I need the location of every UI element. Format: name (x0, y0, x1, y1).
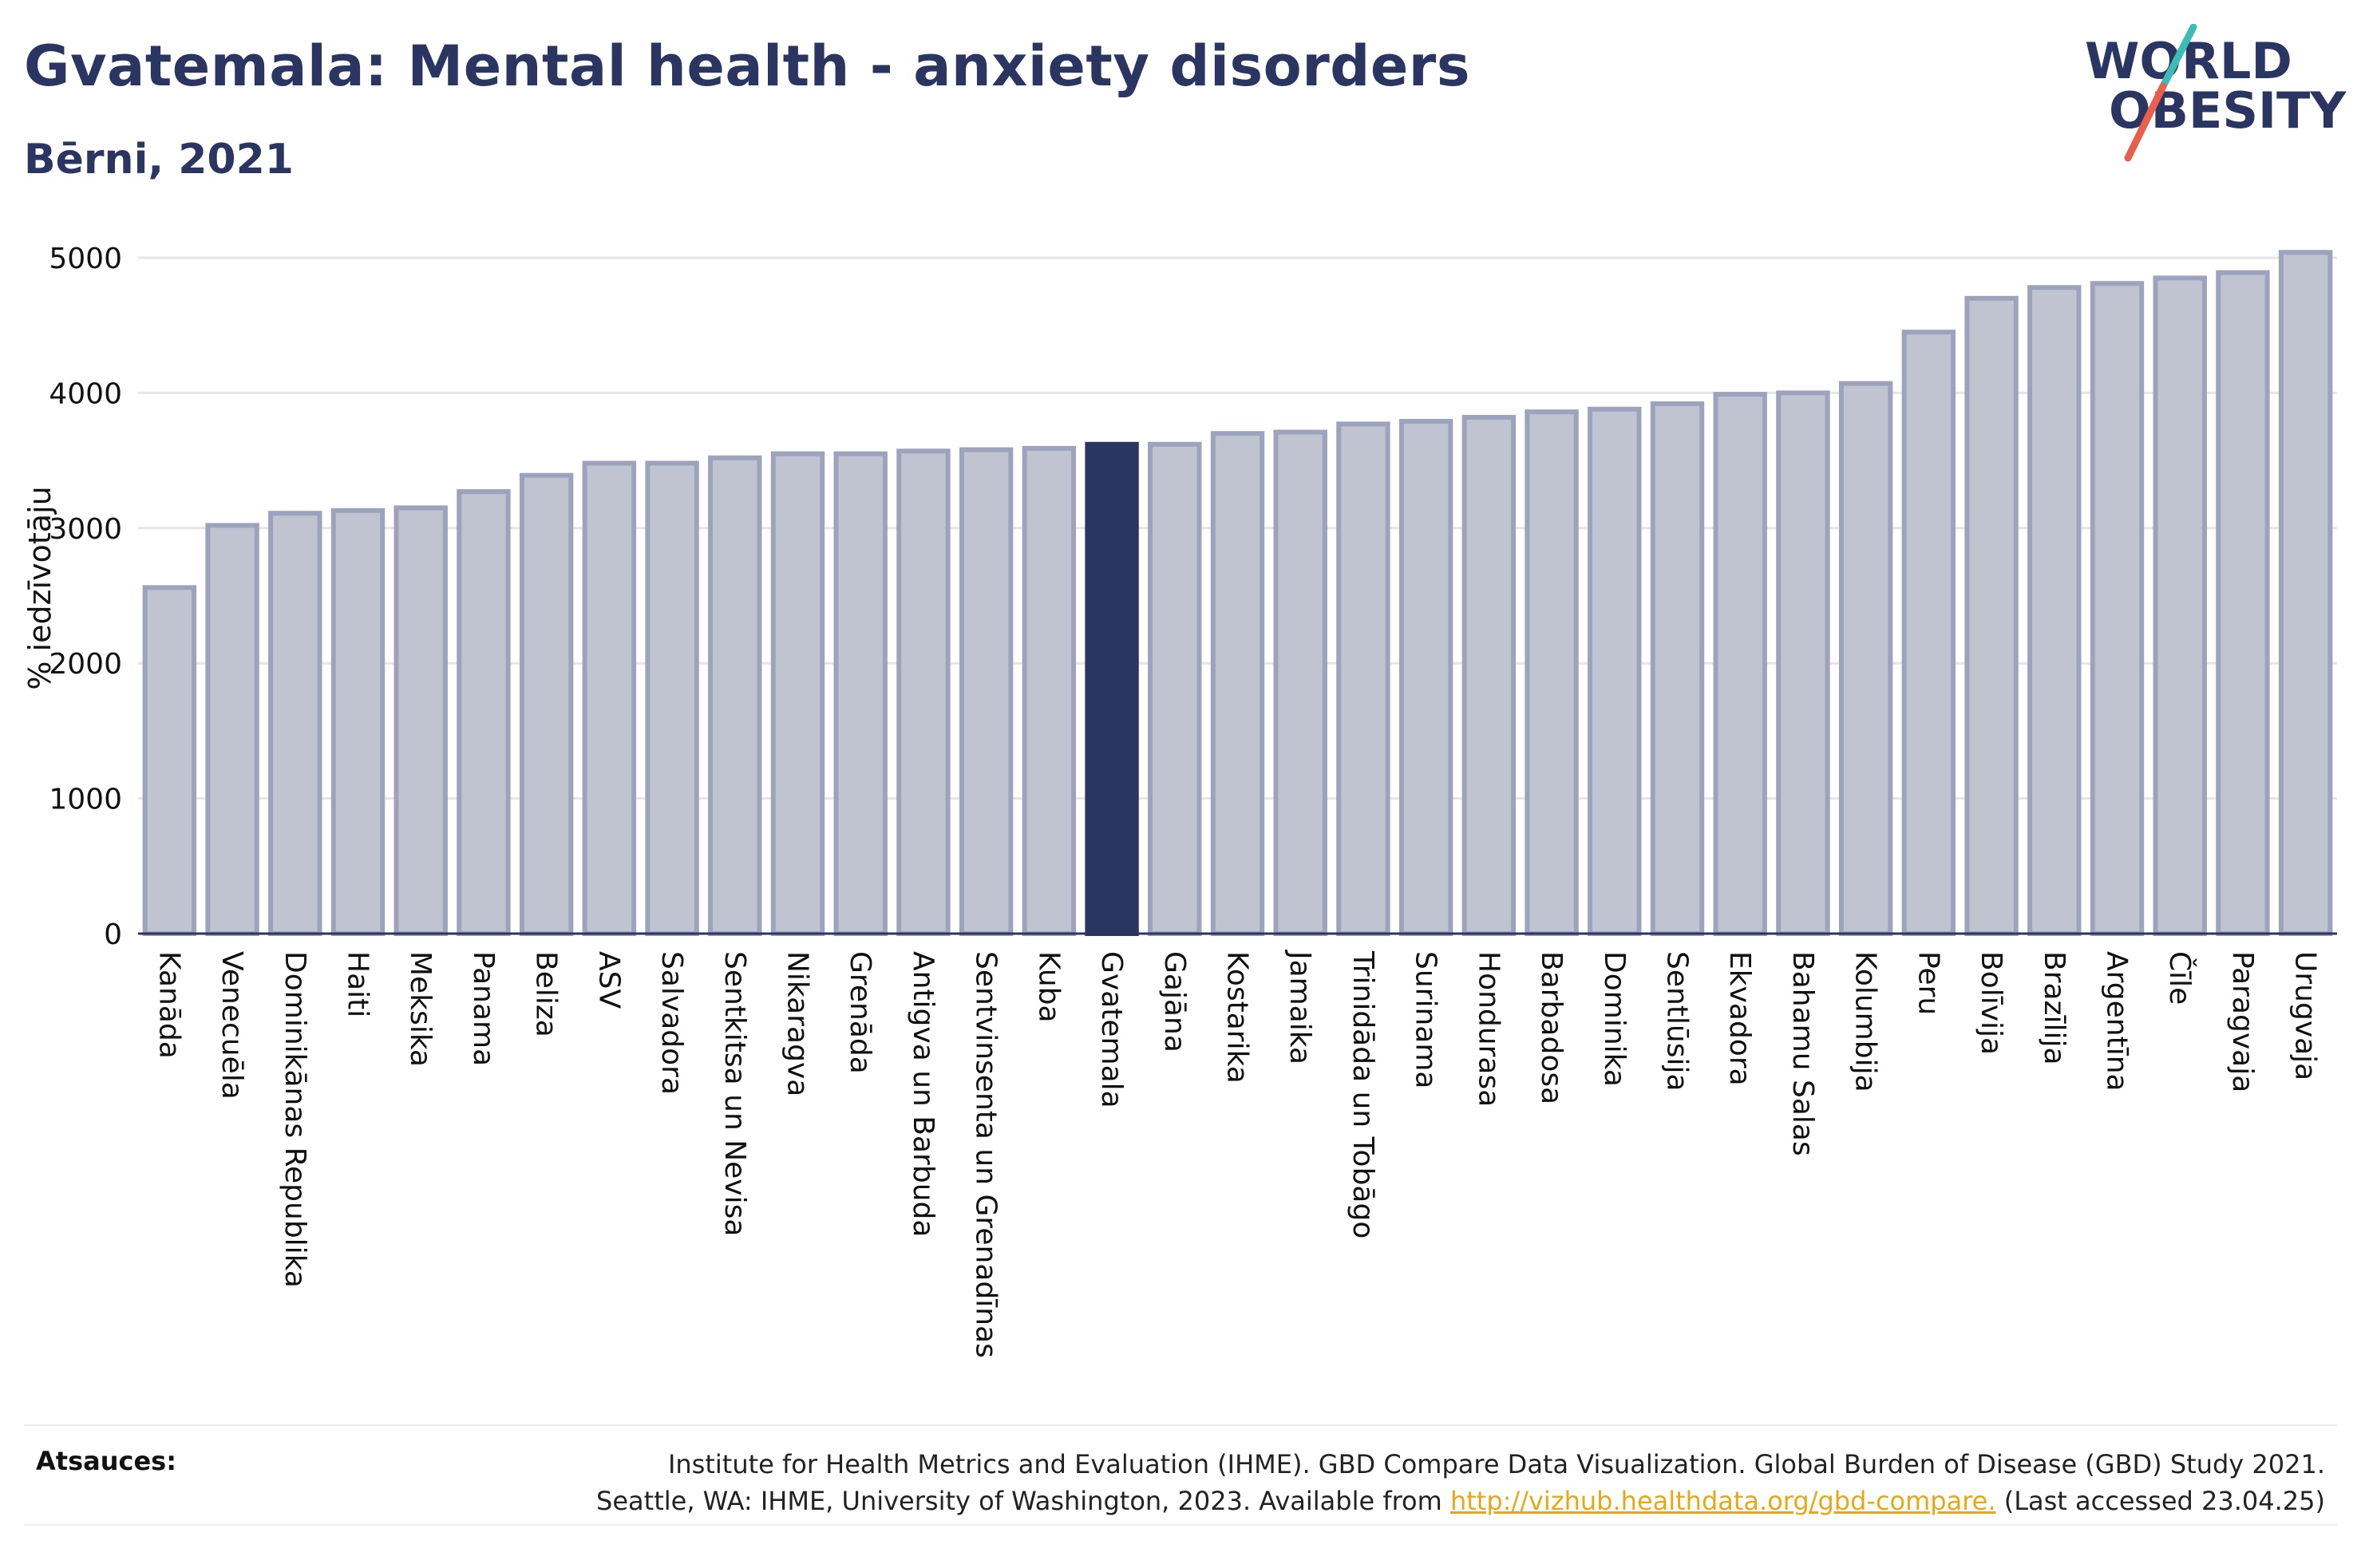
bar (2090, 281, 2145, 937)
x-tick-label: Sentkitsa un Nevisa (718, 951, 751, 1236)
bar (330, 508, 386, 936)
bar (1273, 429, 1327, 936)
bar (1210, 431, 1265, 936)
x-tick-label: Hondurasa (1472, 951, 1505, 1107)
x-tick-label: Dominikānas Republika (279, 951, 311, 1288)
y-tick-label: 2000 (49, 648, 122, 681)
x-tick-label: Bahamu Salas (1786, 951, 1819, 1156)
bar (645, 460, 699, 936)
bar (1713, 392, 1767, 936)
x-tick-label: Sentvinsenta un Grenadīnas (970, 951, 1003, 1358)
y-tick-label: 5000 (49, 243, 122, 275)
x-tick-label: Peru (1912, 951, 1944, 1015)
x-tick-label: Kanāda (152, 951, 185, 1059)
footer-top-rule (24, 1424, 2337, 1426)
x-tick-label: Antigva un Barbuda (907, 951, 939, 1237)
bar (959, 447, 1014, 936)
x-tick-label: Jamaika (1283, 950, 1316, 1064)
bar (1148, 441, 1202, 936)
y-tick-label: 0 (104, 918, 122, 951)
bar (1085, 441, 1139, 936)
bar (1838, 381, 1893, 936)
x-tick-label: Kuba (1032, 951, 1065, 1023)
logo-slash-red (2124, 82, 2167, 162)
bar (519, 472, 574, 936)
x-tick-label: Kolumbija (1849, 951, 1882, 1092)
x-tick-label: Salvadora (655, 951, 688, 1095)
x-tick-label: Beliza (530, 951, 563, 1037)
bar (1336, 421, 1390, 936)
sources-label: Atsauces: (36, 1446, 176, 1476)
x-tick-label: Paragvaja (2226, 951, 2259, 1092)
x-tick-label: Bolīvija (1975, 951, 2007, 1055)
bar (1650, 401, 1705, 936)
bar (896, 448, 951, 936)
x-tick-label: Nikaragva (781, 951, 814, 1096)
y-tick-label: 1000 (49, 784, 122, 816)
bar (1525, 409, 1579, 936)
bar (1022, 445, 1077, 936)
source-line-2-suffix: (Last accessed 23.04.25) (1995, 1486, 2325, 1516)
bar (394, 505, 448, 936)
x-tick-label: Brazīlija (2038, 951, 2070, 1065)
bar (2153, 275, 2207, 937)
x-tick-label: Trinidāda un Tobāgo (1347, 950, 1379, 1238)
x-tick-label: Panama (467, 951, 500, 1066)
bar (1964, 295, 2019, 936)
x-tick-label: Sentlūsija (1661, 951, 1694, 1092)
bar (142, 585, 197, 936)
x-tick-label: Kostarika (1221, 951, 1254, 1084)
source-link[interactable]: http://vizhub.healthdata.org/gbd-compare… (1449, 1486, 1996, 1516)
x-tick-label: Gvatemala (1095, 951, 1128, 1108)
x-tick-label: Barbadosa (1535, 951, 1568, 1104)
y-tick-label: 4000 (49, 377, 122, 410)
sources-text: Institute for Health Metrics and Evaluat… (489, 1446, 2325, 1519)
x-tick-label: Grenāda (844, 951, 876, 1074)
bar (457, 489, 511, 936)
x-tick-label: Čīle (2163, 951, 2197, 1005)
bar (2027, 285, 2082, 936)
source-line-1: Institute for Health Metrics and Evaluat… (667, 1449, 2325, 1479)
bar (833, 451, 888, 936)
source-line-2-prefix: Seattle, WA: IHME, University of Washing… (596, 1486, 1450, 1516)
logo-slash-teal (2159, 24, 2197, 90)
x-tick-label: ASV (592, 951, 625, 1009)
x-tick-label: Surinama (1410, 951, 1442, 1088)
chart-subtitle: Bērni, 2021 (24, 136, 294, 184)
bar (708, 455, 762, 936)
x-tick-label: Haiti (342, 951, 374, 1017)
bar (582, 460, 637, 936)
x-tick-label: Meksika (404, 951, 437, 1067)
footer-bottom-rule (24, 1524, 2337, 1526)
chart-title: Gvatemala: Mental health - anxiety disor… (24, 34, 1470, 99)
bar (1776, 390, 1830, 936)
source-line-2: Seattle, WA: IHME, University of Washing… (489, 1483, 2325, 1519)
x-tick-label: Dominika (1598, 951, 1631, 1087)
bar (1398, 418, 1453, 936)
bar (2278, 250, 2333, 936)
bar (770, 451, 825, 936)
bar (2216, 270, 2270, 937)
x-tick-label: Gajāna (1158, 951, 1191, 1053)
y-tick-label: 3000 (49, 513, 122, 546)
x-tick-label: Argentīna (2101, 951, 2134, 1092)
bar (205, 523, 259, 936)
bar (1588, 406, 1642, 936)
world-obesity-logo: WORLD OBESITY (2085, 24, 2347, 162)
x-tick-label: Ekvadora (1723, 951, 1756, 1086)
bar (1461, 414, 1517, 936)
bar-chart: 0 1000 2000 3000 4000 5000 Kanāda Venecuēla Domi… (49, 243, 2337, 1358)
x-tick-label: Urugvaja (2289, 951, 2322, 1080)
bar (1901, 330, 1956, 937)
bar (268, 511, 322, 936)
x-tick-label: Venecuēla (216, 951, 248, 1100)
